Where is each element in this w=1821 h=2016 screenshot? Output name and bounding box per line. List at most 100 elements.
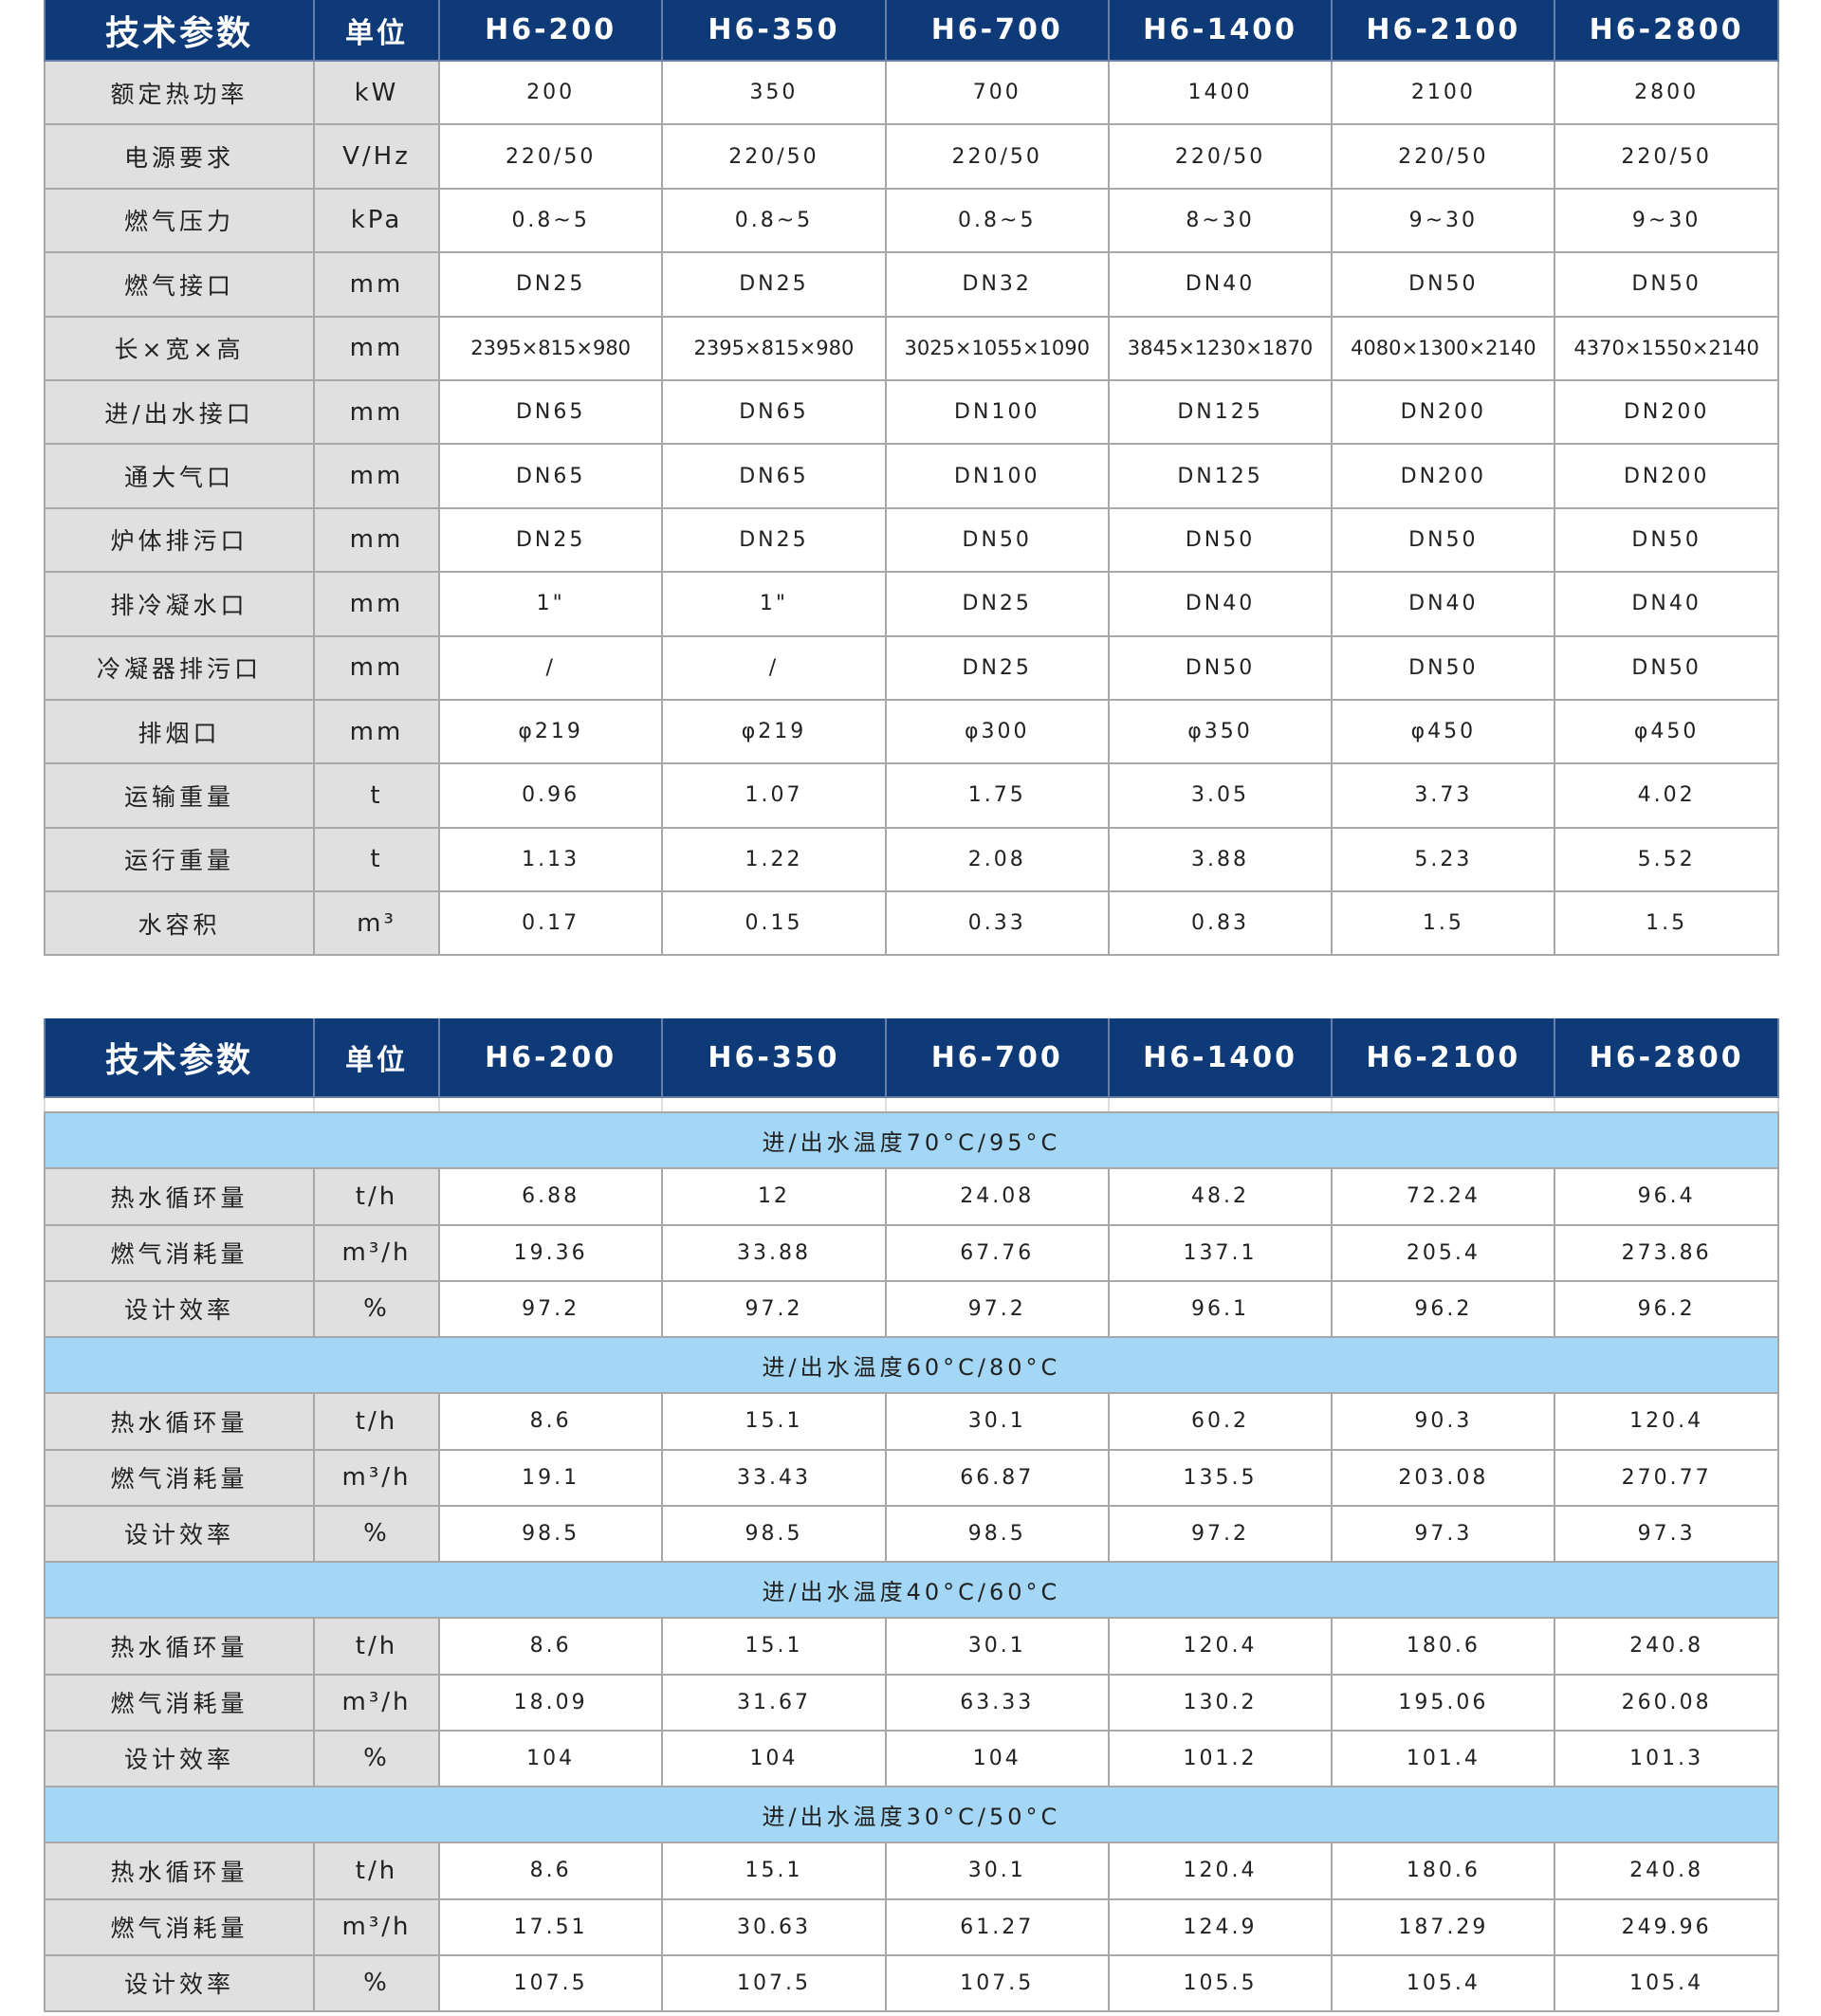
value-cell: 2395×815×980 bbox=[661, 315, 887, 381]
table-row: 热水循环量 t/h 8.6 15.1 30.1 120.4 180.6 240.8 bbox=[44, 1842, 1779, 1900]
value-cell: 273.86 bbox=[1554, 1223, 1779, 1282]
row-label: 燃气消耗量 bbox=[44, 1448, 315, 1507]
spacer-cell bbox=[661, 1097, 887, 1113]
value-cell: 205.4 bbox=[1331, 1223, 1556, 1282]
value-cell: 270.77 bbox=[1554, 1448, 1779, 1507]
row-label: 排冷凝水口 bbox=[44, 571, 315, 637]
value-cell: 203.08 bbox=[1331, 1448, 1556, 1507]
header-model: H6-2100 bbox=[1331, 1018, 1556, 1098]
value-cell: φ450 bbox=[1331, 698, 1556, 765]
header-row: 技术参数 单位 H6-200 H6-350 H6-700 H6-1400 H6-2100 H6… bbox=[44, 1018, 1779, 1098]
row-unit: mm bbox=[313, 506, 440, 574]
row-unit: mm bbox=[313, 315, 440, 381]
row-label: 水容积 bbox=[44, 890, 315, 957]
row-label: 运输重量 bbox=[44, 762, 315, 829]
row-unit: mm bbox=[313, 378, 440, 446]
table-row: 运行重量 t 1.13 1.22 2.08 3.88 5.23 5.52 bbox=[44, 826, 1779, 893]
section-band: 进/出水温度70°C/95°C bbox=[44, 1110, 1779, 1170]
header-unit: 单位 bbox=[313, 1018, 440, 1098]
row-label: 热水循环量 bbox=[44, 1167, 315, 1226]
row-label: 设计效率 bbox=[44, 1504, 315, 1564]
value-cell: 97.2 bbox=[884, 1279, 1110, 1339]
value-cell: DN25 bbox=[884, 571, 1110, 637]
value-cell: DN50 bbox=[1554, 251, 1779, 318]
table-row: 热水循环量 t/h 6.88 12 24.08 48.2 72.24 96.4 bbox=[44, 1167, 1779, 1226]
value-cell: DN125 bbox=[1107, 443, 1334, 509]
value-cell: 67.76 bbox=[884, 1223, 1110, 1282]
value-cell: 1.75 bbox=[884, 762, 1110, 829]
row-unit: t/h bbox=[313, 1842, 440, 1900]
value-cell: 0.17 bbox=[437, 890, 664, 957]
value-cell: 2395×815×980 bbox=[437, 315, 664, 381]
value-cell: φ350 bbox=[1107, 698, 1334, 765]
section-title: 进/出水温度30°C/50°C bbox=[44, 1785, 1779, 1844]
value-cell: 220/50 bbox=[1331, 123, 1556, 190]
row-label: 电源要求 bbox=[44, 123, 315, 190]
value-cell: 9~30 bbox=[1554, 187, 1779, 254]
header-model: H6-350 bbox=[661, 0, 887, 62]
row-unit: t/h bbox=[313, 1167, 440, 1226]
value-cell: 12 bbox=[661, 1167, 887, 1226]
value-cell: 61.27 bbox=[884, 1897, 1110, 1956]
spacer-row bbox=[44, 1097, 1779, 1113]
value-cell: 15.1 bbox=[661, 1392, 887, 1451]
value-cell: 2800 bbox=[1554, 59, 1779, 126]
value-cell: 1.22 bbox=[661, 826, 887, 893]
value-cell: DN25 bbox=[884, 634, 1110, 701]
row-label: 燃气接口 bbox=[44, 251, 315, 318]
value-cell: 8.6 bbox=[437, 1842, 664, 1900]
header-model: H6-1400 bbox=[1107, 1018, 1334, 1098]
value-cell: 30.1 bbox=[884, 1617, 1110, 1676]
value-cell: 187.29 bbox=[1331, 1897, 1556, 1956]
value-cell: 107.5 bbox=[884, 1953, 1110, 2013]
spacer-cell bbox=[884, 1097, 1110, 1113]
table-row: 燃气消耗量 m³/h 19.36 33.88 67.76 137.1 205.4 273.86 bbox=[44, 1223, 1779, 1282]
value-cell: 0.8~5 bbox=[884, 187, 1110, 254]
header-model: H6-2100 bbox=[1331, 0, 1556, 62]
table-row: 燃气压力 kPa 0.8~5 0.8~5 0.8~5 8~30 9~30 9~30 bbox=[44, 187, 1779, 254]
row-unit: mm bbox=[313, 571, 440, 637]
row-unit: t/h bbox=[313, 1392, 440, 1451]
value-cell: 98.5 bbox=[437, 1504, 664, 1564]
row-unit: V/Hz bbox=[313, 123, 440, 190]
value-cell: 101.3 bbox=[1554, 1729, 1779, 1788]
value-cell: DN50 bbox=[1331, 251, 1556, 318]
header-model: H6-1400 bbox=[1107, 0, 1334, 62]
value-cell: 180.6 bbox=[1331, 1842, 1556, 1900]
value-cell: 220/50 bbox=[661, 123, 887, 190]
table-row: 排冷凝水口 mm 1" 1" DN25 DN40 DN40 DN40 bbox=[44, 571, 1779, 637]
table-row: 额定热功率 kW 200 350 700 1400 2100 2800 bbox=[44, 59, 1779, 126]
value-cell: DN25 bbox=[437, 251, 664, 318]
value-cell: 97.2 bbox=[437, 1279, 664, 1339]
value-cell: 1" bbox=[437, 571, 664, 637]
value-cell: 180.6 bbox=[1331, 1617, 1556, 1676]
value-cell: 98.5 bbox=[884, 1504, 1110, 1564]
value-cell: 19.1 bbox=[437, 1448, 664, 1507]
spacer-cell bbox=[44, 1097, 315, 1113]
header-model: H6-700 bbox=[884, 0, 1110, 62]
header-unit: 单位 bbox=[313, 0, 440, 62]
table-row: 冷凝器排污口 mm / / DN25 DN50 DN50 DN50 bbox=[44, 634, 1779, 701]
table-row: 设计效率% 97.2 97.2 97.2 96.1 96.2 96.2 bbox=[44, 1279, 1779, 1339]
value-cell: 8.6 bbox=[437, 1617, 664, 1676]
value-cell: DN40 bbox=[1554, 571, 1779, 637]
value-cell: DN200 bbox=[1554, 378, 1779, 446]
row-unit: % bbox=[313, 1279, 440, 1339]
row-unit: mm bbox=[313, 443, 440, 509]
value-cell: 96.2 bbox=[1331, 1279, 1556, 1339]
value-cell: 31.67 bbox=[661, 1673, 887, 1732]
row-label: 燃气消耗量 bbox=[44, 1897, 315, 1956]
value-cell: 66.87 bbox=[884, 1448, 1110, 1507]
value-cell: 105.4 bbox=[1331, 1953, 1556, 2013]
row-unit: m³ bbox=[313, 890, 440, 957]
value-cell: 4370×1550×2140 bbox=[1554, 315, 1779, 381]
value-cell: 220/50 bbox=[1107, 123, 1334, 190]
value-cell: DN65 bbox=[437, 443, 664, 509]
value-cell: 3.05 bbox=[1107, 762, 1334, 829]
row-unit: % bbox=[313, 1953, 440, 2013]
row-label: 热水循环量 bbox=[44, 1617, 315, 1676]
table-row: 电源要求 V/Hz 220/50 220/50 220/50 220/50 220/50 22… bbox=[44, 123, 1779, 190]
value-cell: 33.88 bbox=[661, 1223, 887, 1282]
row-label: 长×宽×高 bbox=[44, 315, 315, 381]
spec-table-general: 技术参数 单位 H6-200 H6-350 H6-700 H6-1400 H6-2100 H6… bbox=[44, 0, 1779, 957]
